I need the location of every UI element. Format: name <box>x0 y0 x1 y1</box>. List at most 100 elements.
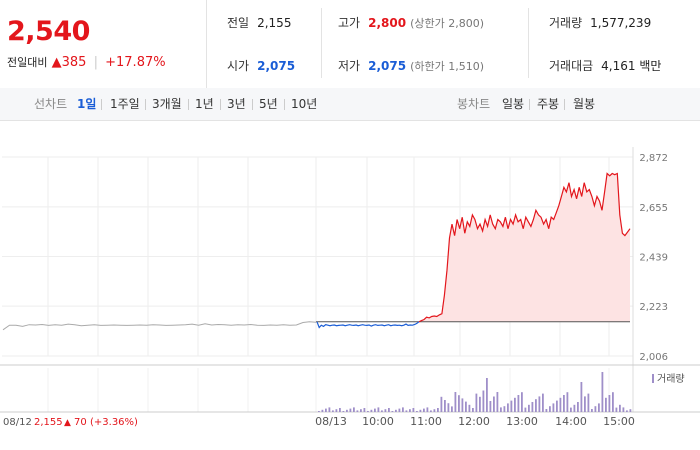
volume-bar <box>507 403 509 412</box>
volume-bar <box>335 409 338 412</box>
volume-bar <box>577 402 579 412</box>
y-tick-label: 2,872 <box>639 153 668 164</box>
volume-bar <box>615 407 618 412</box>
volume-bar <box>416 411 418 412</box>
tab-5y[interactable]: 5년 <box>259 97 278 111</box>
volume-bar <box>542 393 544 412</box>
y-tick-label: 2,223 <box>639 302 668 313</box>
volume-bar <box>587 393 590 412</box>
x-tick-label: 08/13 <box>315 415 347 428</box>
divider <box>188 99 189 110</box>
current-price: 2,540 <box>7 16 90 47</box>
stat-value: 2,800 <box>368 16 407 30</box>
up-triangle-icon: ▲ <box>64 418 71 428</box>
volume-bar <box>325 408 327 412</box>
stat-label: 시가 <box>227 59 250 73</box>
y-tick-label: 2,439 <box>639 253 668 264</box>
tab-3y[interactable]: 3년 <box>227 97 246 111</box>
volume-bar <box>349 408 352 412</box>
volume-bar <box>559 397 562 412</box>
volume-bar <box>580 382 583 412</box>
x-tick-label: 11:00 <box>410 415 442 428</box>
volume-bar <box>398 408 401 412</box>
tab-3m[interactable]: 3개월 <box>152 97 182 111</box>
change-line: 전일대비 ▲385 | +17.87% <box>7 54 166 70</box>
tab-1y[interactable]: 1년 <box>195 97 214 111</box>
volume-bar <box>612 392 614 412</box>
tab-weekly[interactable]: 주봉 <box>537 97 560 111</box>
volume-bar <box>454 392 457 412</box>
divider <box>284 99 285 110</box>
divider <box>321 8 322 78</box>
area-fill <box>419 173 630 322</box>
volume-bar <box>447 403 450 412</box>
volume-bar <box>458 395 460 412</box>
price-line-down <box>316 321 420 329</box>
prev-day-line <box>2 321 317 331</box>
stat-value: 1,577,239 <box>590 16 652 30</box>
volume-bar <box>377 407 380 412</box>
volume-bar <box>573 404 576 412</box>
volume-bar <box>360 409 362 412</box>
volume-bar <box>535 399 537 412</box>
change-percent: +17.87% <box>105 55 166 70</box>
volume-bar <box>353 407 355 412</box>
volume-bar <box>391 411 394 412</box>
prev-change-percent: (+3.36%) <box>90 417 138 428</box>
volume-legend-label: 거래량 <box>657 373 685 385</box>
volume-bar <box>437 408 439 412</box>
volume-bar <box>598 403 600 412</box>
volume-bar <box>563 395 565 412</box>
divider <box>529 99 530 110</box>
volume-bar <box>500 407 502 412</box>
volume-bar <box>601 372 604 412</box>
stat-label: 전일 <box>227 16 250 30</box>
candle-chart-title: 봉차트 <box>457 97 491 111</box>
price-chart[interactable]: 2,872 2,655 2,439 2,223 2,006 거래량 08/13 10:00 11… <box>0 120 700 450</box>
line-chart-title: 선차트 <box>34 97 68 111</box>
divider <box>101 99 102 110</box>
volume-bar <box>402 407 404 412</box>
volume-bar <box>409 409 411 412</box>
volume-bar <box>608 395 611 412</box>
tab-daily[interactable]: 일봉 <box>502 97 525 111</box>
quote-header: 2,540 전일대비 ▲385 | +17.87% 전일 2,155 시가 2,07… <box>0 0 700 89</box>
stat-label: 고가 <box>338 16 361 30</box>
divider: | <box>93 55 98 70</box>
volume-bar <box>430 410 432 412</box>
volume-legend-swatch <box>652 374 654 383</box>
tab-1d[interactable]: 1일 <box>77 97 97 111</box>
divider <box>528 8 529 78</box>
volume-bar <box>328 407 331 412</box>
volume-bar <box>549 406 551 412</box>
volume-bar <box>356 410 359 412</box>
tab-monthly[interactable]: 월봉 <box>573 97 596 111</box>
volume-bar <box>363 408 366 412</box>
divider <box>252 99 253 110</box>
stat-value: 2,155 <box>257 16 292 30</box>
stat-open: 시가 2,075 <box>227 56 295 76</box>
volume-bar <box>584 396 586 412</box>
volume-bar <box>566 392 569 412</box>
volume-bar <box>622 407 625 412</box>
volume-bar <box>321 409 324 412</box>
volume-bar <box>626 410 628 412</box>
volume-bar <box>517 395 520 412</box>
tab-1w[interactable]: 1주일 <box>110 97 140 111</box>
change-label: 전일대비 <box>7 56 48 69</box>
stat-value: 4,161 백만 <box>601 59 662 73</box>
volume-bar <box>374 408 376 412</box>
up-triangle-icon: ▲ <box>51 55 62 70</box>
stat-volume: 거래량 1,577,239 <box>549 13 651 33</box>
volume-bar <box>493 396 495 412</box>
change-value: 385 <box>61 55 87 70</box>
volume-bar <box>545 409 548 412</box>
volume-bar <box>318 411 320 412</box>
volume-bar <box>419 409 422 412</box>
volume-bar <box>552 403 555 412</box>
volume-bar <box>381 410 383 412</box>
stat-high: 고가 2,800 (상한가 2,800) <box>338 13 484 33</box>
tab-10y[interactable]: 10년 <box>291 97 318 111</box>
volume-bar <box>468 404 471 412</box>
volume-bar <box>486 378 488 412</box>
